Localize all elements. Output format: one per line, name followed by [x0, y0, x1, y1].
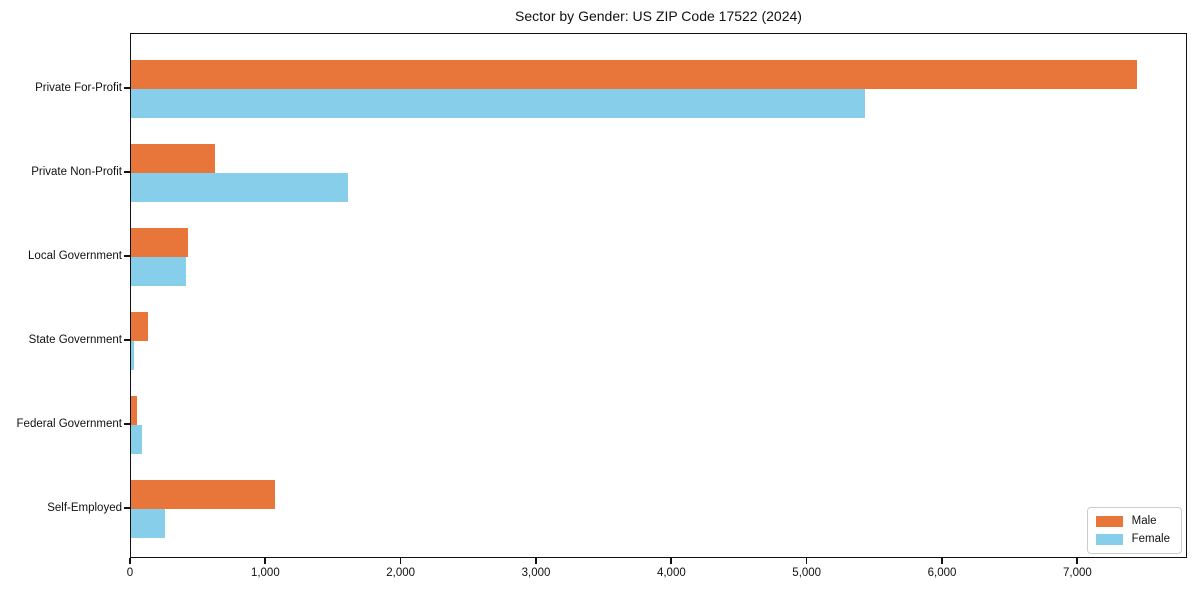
legend: Male Female	[1086, 507, 1182, 554]
legend-item-male: Male	[1095, 515, 1170, 528]
x-tick-label: 2,000	[386, 567, 416, 579]
x-tick-mark	[941, 558, 943, 564]
y-tick-mark	[124, 423, 130, 425]
bar-male-3	[131, 228, 188, 257]
y-category-label: Private Non-Profit	[31, 166, 122, 178]
x-tick-mark	[399, 558, 402, 564]
x-tick-mark	[1076, 558, 1079, 564]
bar-male-1	[131, 60, 1138, 89]
bar-female-5	[131, 425, 142, 454]
chart-title: Sector by Gender: US ZIP Code 17522 (202…	[515, 8, 802, 24]
male-legend-swatch	[1095, 516, 1123, 527]
y-category-label: Federal Government	[16, 418, 122, 430]
x-tick-label: 5,000	[792, 567, 822, 579]
y-category-label: Self-Employed	[47, 502, 122, 514]
bar-male-2	[131, 144, 215, 173]
x-tick-label: 4,000	[656, 567, 686, 579]
y-category-label: Local Government	[28, 250, 122, 262]
plot-area: Male Female	[130, 33, 1187, 558]
bar-female-1	[131, 89, 866, 118]
y-category-label: State Government	[28, 334, 122, 346]
x-tick-label: 7,000	[1062, 567, 1092, 579]
x-tick-mark	[805, 558, 808, 564]
x-tick-label: 1,000	[250, 567, 280, 579]
x-tick-mark	[535, 558, 537, 564]
x-tick-mark	[264, 558, 267, 564]
x-tick-label: 3,000	[521, 567, 551, 579]
y-tick-mark	[124, 171, 130, 173]
x-tick-label: 0	[126, 567, 134, 579]
y-tick-mark	[124, 507, 130, 509]
bar-female-3	[131, 257, 186, 286]
x-tick-mark	[129, 558, 131, 564]
bar-male-5	[131, 396, 138, 425]
bar-male-4	[131, 312, 148, 341]
bar-female-6	[131, 509, 165, 538]
female-legend-swatch	[1095, 534, 1123, 545]
bar-female-2	[131, 173, 349, 202]
female-legend-label: Female	[1131, 533, 1170, 545]
y-tick-mark	[124, 339, 130, 341]
x-tick-label: 6,000	[927, 567, 957, 579]
y-tick-mark	[124, 255, 130, 257]
legend-item-female: Female	[1095, 533, 1170, 546]
y-category-label: Private For-Profit	[35, 82, 122, 94]
y-tick-mark	[124, 87, 130, 89]
x-tick-mark	[670, 558, 673, 564]
male-legend-label: Male	[1131, 515, 1157, 527]
bar-male-6	[131, 480, 276, 509]
bar-female-4	[131, 341, 134, 370]
